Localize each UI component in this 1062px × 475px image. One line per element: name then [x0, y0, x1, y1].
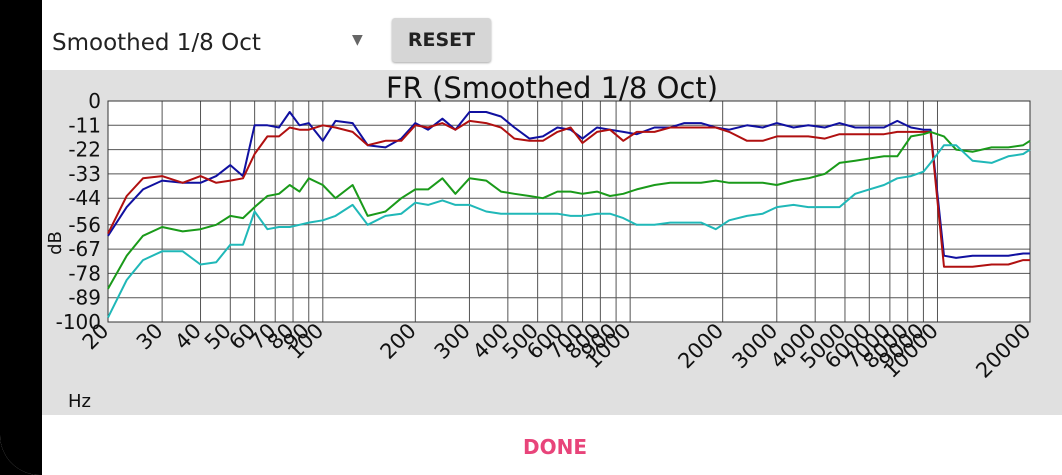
y-tick-label: -11 [68, 113, 101, 137]
series-line [107, 144, 1031, 319]
y-tick-label: -100 [56, 310, 101, 334]
chart-title: FR (Smoothed 1/8 Oct) [386, 71, 718, 105]
plot-background [108, 101, 1030, 322]
toolbar: Smoothed 1/8 Oct ▼ RESET [42, 0, 1062, 70]
y-tick-label: -89 [68, 286, 101, 310]
y-tick-label: -22 [68, 138, 101, 162]
x-axis-label: Hz [68, 391, 91, 412]
x-tick-label: 20000 [971, 319, 1035, 383]
reset-button[interactable]: RESET [392, 18, 491, 62]
y-tick-label: -67 [68, 237, 101, 261]
x-tick-label: 300 [430, 319, 475, 364]
y-tick-label: -56 [68, 213, 101, 237]
y-axis-label: dB [45, 231, 66, 255]
smoothing-dropdown-value: Smoothed 1/8 Oct [52, 30, 261, 56]
y-tick-label: -33 [68, 162, 101, 186]
y-tick-label: -78 [68, 261, 101, 285]
y-tick-label: 0 [88, 89, 101, 113]
chart-area: 20 30 40 50 60 70 80 90 100 200 300 400 500 600 700 800… [42, 70, 1062, 415]
done-button[interactable]: DONE [522, 435, 587, 459]
x-tick-label: 2000 [673, 319, 728, 374]
series-line [107, 130, 1031, 290]
series-line [107, 111, 1030, 259]
series-line [107, 119, 1030, 268]
y-tick-label: -44 [68, 186, 101, 210]
plot-border [107, 100, 1031, 323]
x-tick-label: 30 [132, 319, 168, 355]
dropdown-arrow-icon: ▼ [352, 32, 363, 48]
screen-edge [0, 0, 42, 475]
x-tick-label: 200 [376, 319, 421, 364]
smoothing-dropdown[interactable]: Smoothed 1/8 Oct ▼ [52, 22, 372, 66]
